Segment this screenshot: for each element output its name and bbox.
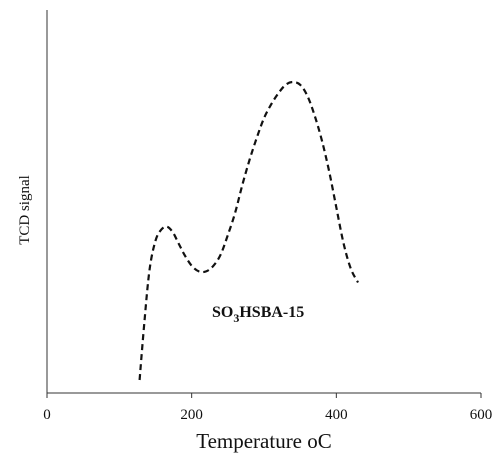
x-tick-label: 200 xyxy=(180,407,203,423)
x-axis-title-text: Temperature xyxy=(196,429,307,453)
annotation-label: SO3HSBA-15 xyxy=(212,304,304,325)
series-line xyxy=(138,80,359,381)
x-axis-title-unit: oC xyxy=(307,429,332,453)
plot-frame xyxy=(46,10,481,394)
annotation-main: SO xyxy=(212,304,233,321)
x-tick-label: 600 xyxy=(470,407,493,423)
x-tick-label: 400 xyxy=(325,407,348,423)
annotation-rest: HSBA-15 xyxy=(239,304,304,321)
annotation-subscript: 3 xyxy=(233,311,239,325)
x-ticks: 0 200 400 600 xyxy=(43,393,492,423)
x-tick-label: 0 xyxy=(43,407,51,423)
x-axis-title: Temperature oC xyxy=(196,429,332,453)
y-axis-title: TCD signal xyxy=(17,175,33,245)
series-layer xyxy=(138,80,359,381)
